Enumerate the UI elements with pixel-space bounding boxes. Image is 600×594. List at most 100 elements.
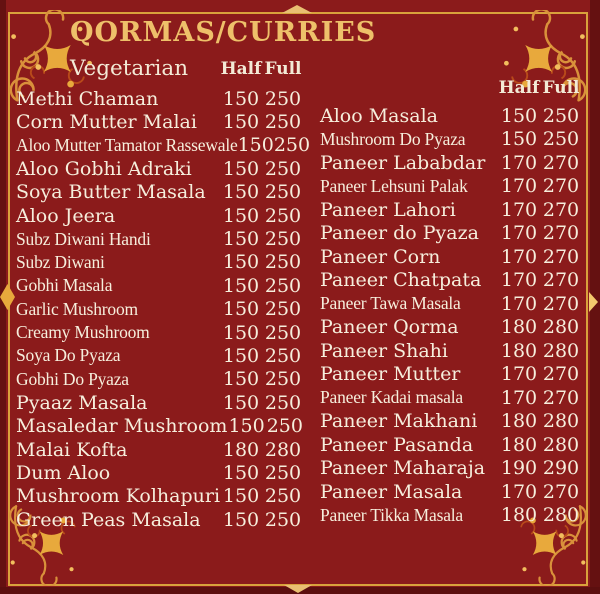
item-full-price: 270 — [542, 245, 580, 268]
item-name: Creamy Mushroom — [16, 322, 150, 343]
item-name: Green Peas Masala — [16, 508, 201, 531]
item-half-price: 150 — [222, 321, 260, 344]
item-half-price: 150 — [228, 415, 265, 438]
item-half-price: 150 — [222, 344, 260, 367]
item-name: Masaledar Mushroom — [16, 415, 228, 438]
item-name: Gobhi Do Pyaza — [16, 368, 129, 389]
item-name: Paneer Lahori — [320, 198, 456, 221]
menu-item-row: Paneer Pasanda 180 280 — [320, 433, 582, 457]
item-full-price: 250 — [264, 157, 302, 180]
item-name: Paneer do Pyaza — [320, 222, 479, 245]
item-half-price: 150 — [222, 298, 260, 321]
menu-item-row: Paneer Maharaja 190 290 — [320, 457, 582, 481]
item-half-price: 170 — [500, 292, 538, 315]
right-column-header: Half Full — [320, 72, 582, 104]
right-border-line — [586, 12, 588, 586]
menu-item-row: Paneer Lahori 170 270 — [320, 198, 582, 222]
menu-item-row: Aloo Jeera 150 250 — [16, 204, 304, 227]
item-half-price: 150 — [500, 128, 538, 151]
item-name: Aloo Masala — [320, 104, 438, 127]
item-half-price: 180 — [500, 316, 538, 339]
menu-item-row: Gobhi Do Pyaza 150 250 — [16, 368, 304, 391]
item-half-price: 150 — [500, 104, 538, 127]
menu-item-row: Paneer Corn 170 270 — [320, 245, 582, 269]
item-full-price: 250 — [264, 298, 302, 321]
item-name: Paneer Qorma — [320, 316, 459, 339]
item-name: Paneer Mutter — [320, 363, 461, 386]
item-full-price: 250 — [273, 134, 311, 157]
item-half-price: 150 — [222, 204, 260, 227]
item-half-price: 150 — [222, 461, 260, 484]
item-half-price: 150 — [222, 181, 260, 204]
right-arrow-icon — [589, 292, 598, 312]
menu-item-row: Soya Do Pyaza 150 250 — [16, 344, 304, 367]
item-name: Mushroom Do Pyaza — [320, 128, 466, 149]
item-full-price: 250 — [264, 461, 302, 484]
item-name: Paneer Lehsuni Palak — [320, 175, 468, 196]
item-name: Corn Mutter Malai — [16, 111, 197, 134]
top-triangle-icon — [282, 5, 312, 13]
item-half-price: 150 — [222, 485, 260, 508]
item-full-price: 270 — [542, 386, 580, 409]
item-full-price: 270 — [542, 292, 580, 315]
item-full-price: 270 — [542, 480, 580, 503]
menu-item-row: Paneer Chatpata 170 270 — [320, 269, 582, 293]
menu-item-row: Corn Mutter Malai 150 250 — [16, 110, 304, 133]
menu-column-left: Vegetarian Half Full Methi Chaman 150 25… — [16, 50, 310, 531]
menu-item-row: Paneer Mutter 170 270 — [320, 363, 582, 387]
item-full-price: 280 — [542, 433, 580, 456]
item-half-price: 170 — [500, 245, 538, 268]
item-half-price: 170 — [500, 480, 538, 503]
section-subtitle: Vegetarian — [70, 56, 189, 81]
item-full-price: 250 — [264, 321, 302, 344]
item-name: Aloo Mutter Tamator Rassewale — [16, 134, 238, 155]
item-full-price: 270 — [542, 198, 580, 221]
item-half-price: 170 — [500, 222, 538, 245]
item-full-price: 270 — [542, 269, 580, 292]
menu-item-row: Masaledar Mushroom 150 250 — [16, 414, 304, 437]
item-name: Methi Chaman — [16, 87, 159, 110]
menu-item-row: Green Peas Masala 150 250 — [16, 508, 304, 531]
menu-item-row: Mushroom Kolhapuri 150 250 — [16, 485, 304, 508]
item-half-price: 150 — [222, 228, 260, 251]
item-name: Paneer Makhani — [320, 410, 478, 433]
item-name: Gobhi Masala — [16, 275, 113, 296]
half-column-header: Half — [220, 58, 262, 79]
menu-item-row: Pyaaz Masala 150 250 — [16, 391, 304, 414]
item-name: Garlic Mushroom — [16, 298, 138, 319]
item-half-price: 150 — [222, 157, 260, 180]
item-half-price: 150 — [222, 368, 260, 391]
full-column-header: Full — [542, 78, 580, 98]
item-name: Paneer Shahi — [320, 339, 448, 362]
item-half-price: 170 — [500, 198, 538, 221]
item-full-price: 270 — [542, 222, 580, 245]
item-half-price: 170 — [500, 386, 538, 409]
item-full-price: 250 — [264, 344, 302, 367]
item-name: Dum Aloo — [16, 461, 111, 484]
item-name: Soya Butter Masala — [16, 181, 206, 204]
item-full-price: 250 — [264, 485, 302, 508]
menu-item-row: Malai Kofta 180 280 — [16, 438, 304, 461]
menu-item-row: Gobhi Masala 150 250 — [16, 274, 304, 297]
menu-item-row: Paneer Kadai masala 170 270 — [320, 386, 582, 410]
item-full-price: 290 — [542, 457, 580, 480]
full-column-header: Full — [264, 58, 302, 79]
item-full-price: 250 — [266, 415, 303, 438]
menu-item-row: Aloo Masala 150 250 — [320, 104, 582, 128]
menu-item-row: Dum Aloo 150 250 — [16, 461, 304, 484]
left-column-header: Vegetarian Half Full — [16, 50, 304, 87]
menu-item-row: Paneer Lababdar 170 270 — [320, 151, 582, 175]
item-name: Malai Kofta — [16, 438, 128, 461]
item-full-price: 250 — [264, 111, 302, 134]
menu-item-row: Paneer Makhani 180 280 — [320, 410, 582, 434]
item-half-price: 180 — [500, 504, 538, 527]
half-column-header: Half — [498, 78, 540, 98]
item-full-price: 250 — [264, 204, 302, 227]
item-name: Paneer Kadai masala — [320, 387, 463, 408]
item-full-price: 250 — [264, 181, 302, 204]
menu-item-row: Aloo Gobhi Adraki 150 250 — [16, 157, 304, 180]
item-full-price: 250 — [264, 87, 302, 110]
menu-item-row: Paneer Tawa Masala 170 270 — [320, 292, 582, 316]
item-full-price: 280 — [542, 339, 580, 362]
